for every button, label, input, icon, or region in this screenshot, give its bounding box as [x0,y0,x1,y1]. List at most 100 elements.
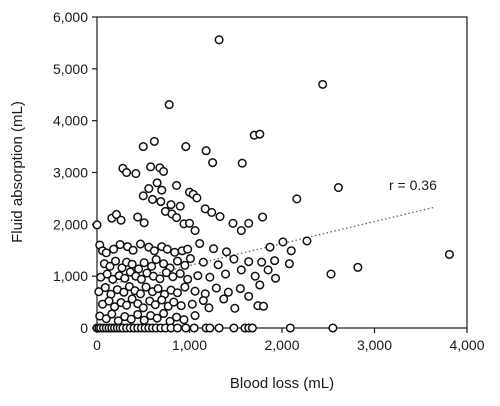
data-point [190,311,200,321]
data-point [255,129,265,139]
data-point [162,244,172,254]
data-point [189,323,199,333]
y-tick-label: 3,000 [53,165,88,181]
data-point [127,294,137,304]
data-point [229,254,239,264]
data-point [138,142,148,152]
data-point [102,269,112,279]
data-point [195,238,205,249]
data-point [213,260,223,270]
data-point [107,309,117,319]
data-point [117,263,127,273]
data-point [205,323,215,333]
data-point [157,295,167,305]
data-point [183,244,193,254]
x-tick-label: 1,000 [172,337,207,353]
data-point [175,201,185,211]
data-point [109,244,119,254]
y-tick-label: 0 [80,320,88,336]
data-point [285,323,295,333]
data-point [278,237,288,247]
data-point [172,323,183,333]
data-point [172,256,183,266]
data-point [181,323,191,333]
data-point [244,291,254,301]
data-point [198,257,208,267]
trendline-layer [96,206,435,289]
data-point [135,239,146,249]
data-point [136,274,146,284]
data-point [155,274,165,284]
data-point [164,100,174,110]
data-point [236,226,246,236]
data-point [328,323,338,333]
y-tick-label: 2,000 [53,216,88,232]
points-layer [92,35,454,333]
data-point [101,314,111,324]
data-point [105,261,115,271]
data-point [144,184,154,194]
data-point [133,212,143,222]
data-point [201,146,211,156]
data-point [172,213,182,223]
data-point [172,312,182,322]
data-point [192,193,202,203]
data-point [101,248,111,258]
data-point [166,200,176,210]
data-point [172,180,182,191]
x-tick-label: 4,000 [449,337,484,353]
data-point [353,262,363,272]
data-point [244,257,254,267]
y-axis-title: Fluid absorption (mL) [9,101,26,243]
data-point [175,269,185,279]
plot-area-frame [96,16,468,329]
data-point [190,286,200,296]
data-point [141,282,151,292]
data-point [193,271,203,281]
data-point [326,269,336,279]
data-point [204,303,214,313]
data-point [122,300,132,310]
data-point [147,261,157,271]
data-point [152,313,162,323]
data-point [116,215,126,225]
data-point [247,323,257,333]
data-point [139,258,149,268]
data-point [159,166,169,177]
data-point [228,218,238,228]
data-point [230,303,240,313]
data-point [184,218,195,228]
data-point [150,300,160,310]
y-tick-label: 5,000 [53,61,88,77]
data-point [179,315,189,325]
y-tick-label: 6,000 [53,9,88,25]
y-tick-label: 1,000 [53,268,88,284]
data-point [149,246,159,256]
data-point [139,218,149,228]
data-point [333,182,343,193]
data-point [211,283,221,293]
data-point [119,287,129,297]
data-point [229,323,239,333]
data-point [159,259,169,269]
data-point [208,158,218,168]
data-point [223,287,233,297]
data-point [181,142,191,152]
data-point [263,265,273,275]
data-point [257,257,267,267]
data-point [209,244,219,254]
data-point [110,256,121,266]
data-point [207,207,217,217]
data-point [134,264,144,274]
data-point [221,247,232,257]
x-tick-label: 3,000 [357,337,392,353]
data-point [270,273,281,283]
data-point [180,260,190,270]
data-point [168,272,178,282]
data-point [152,178,162,188]
data-point [284,259,294,269]
data-point [219,294,229,304]
data-point [138,191,148,201]
data-point [122,167,132,178]
